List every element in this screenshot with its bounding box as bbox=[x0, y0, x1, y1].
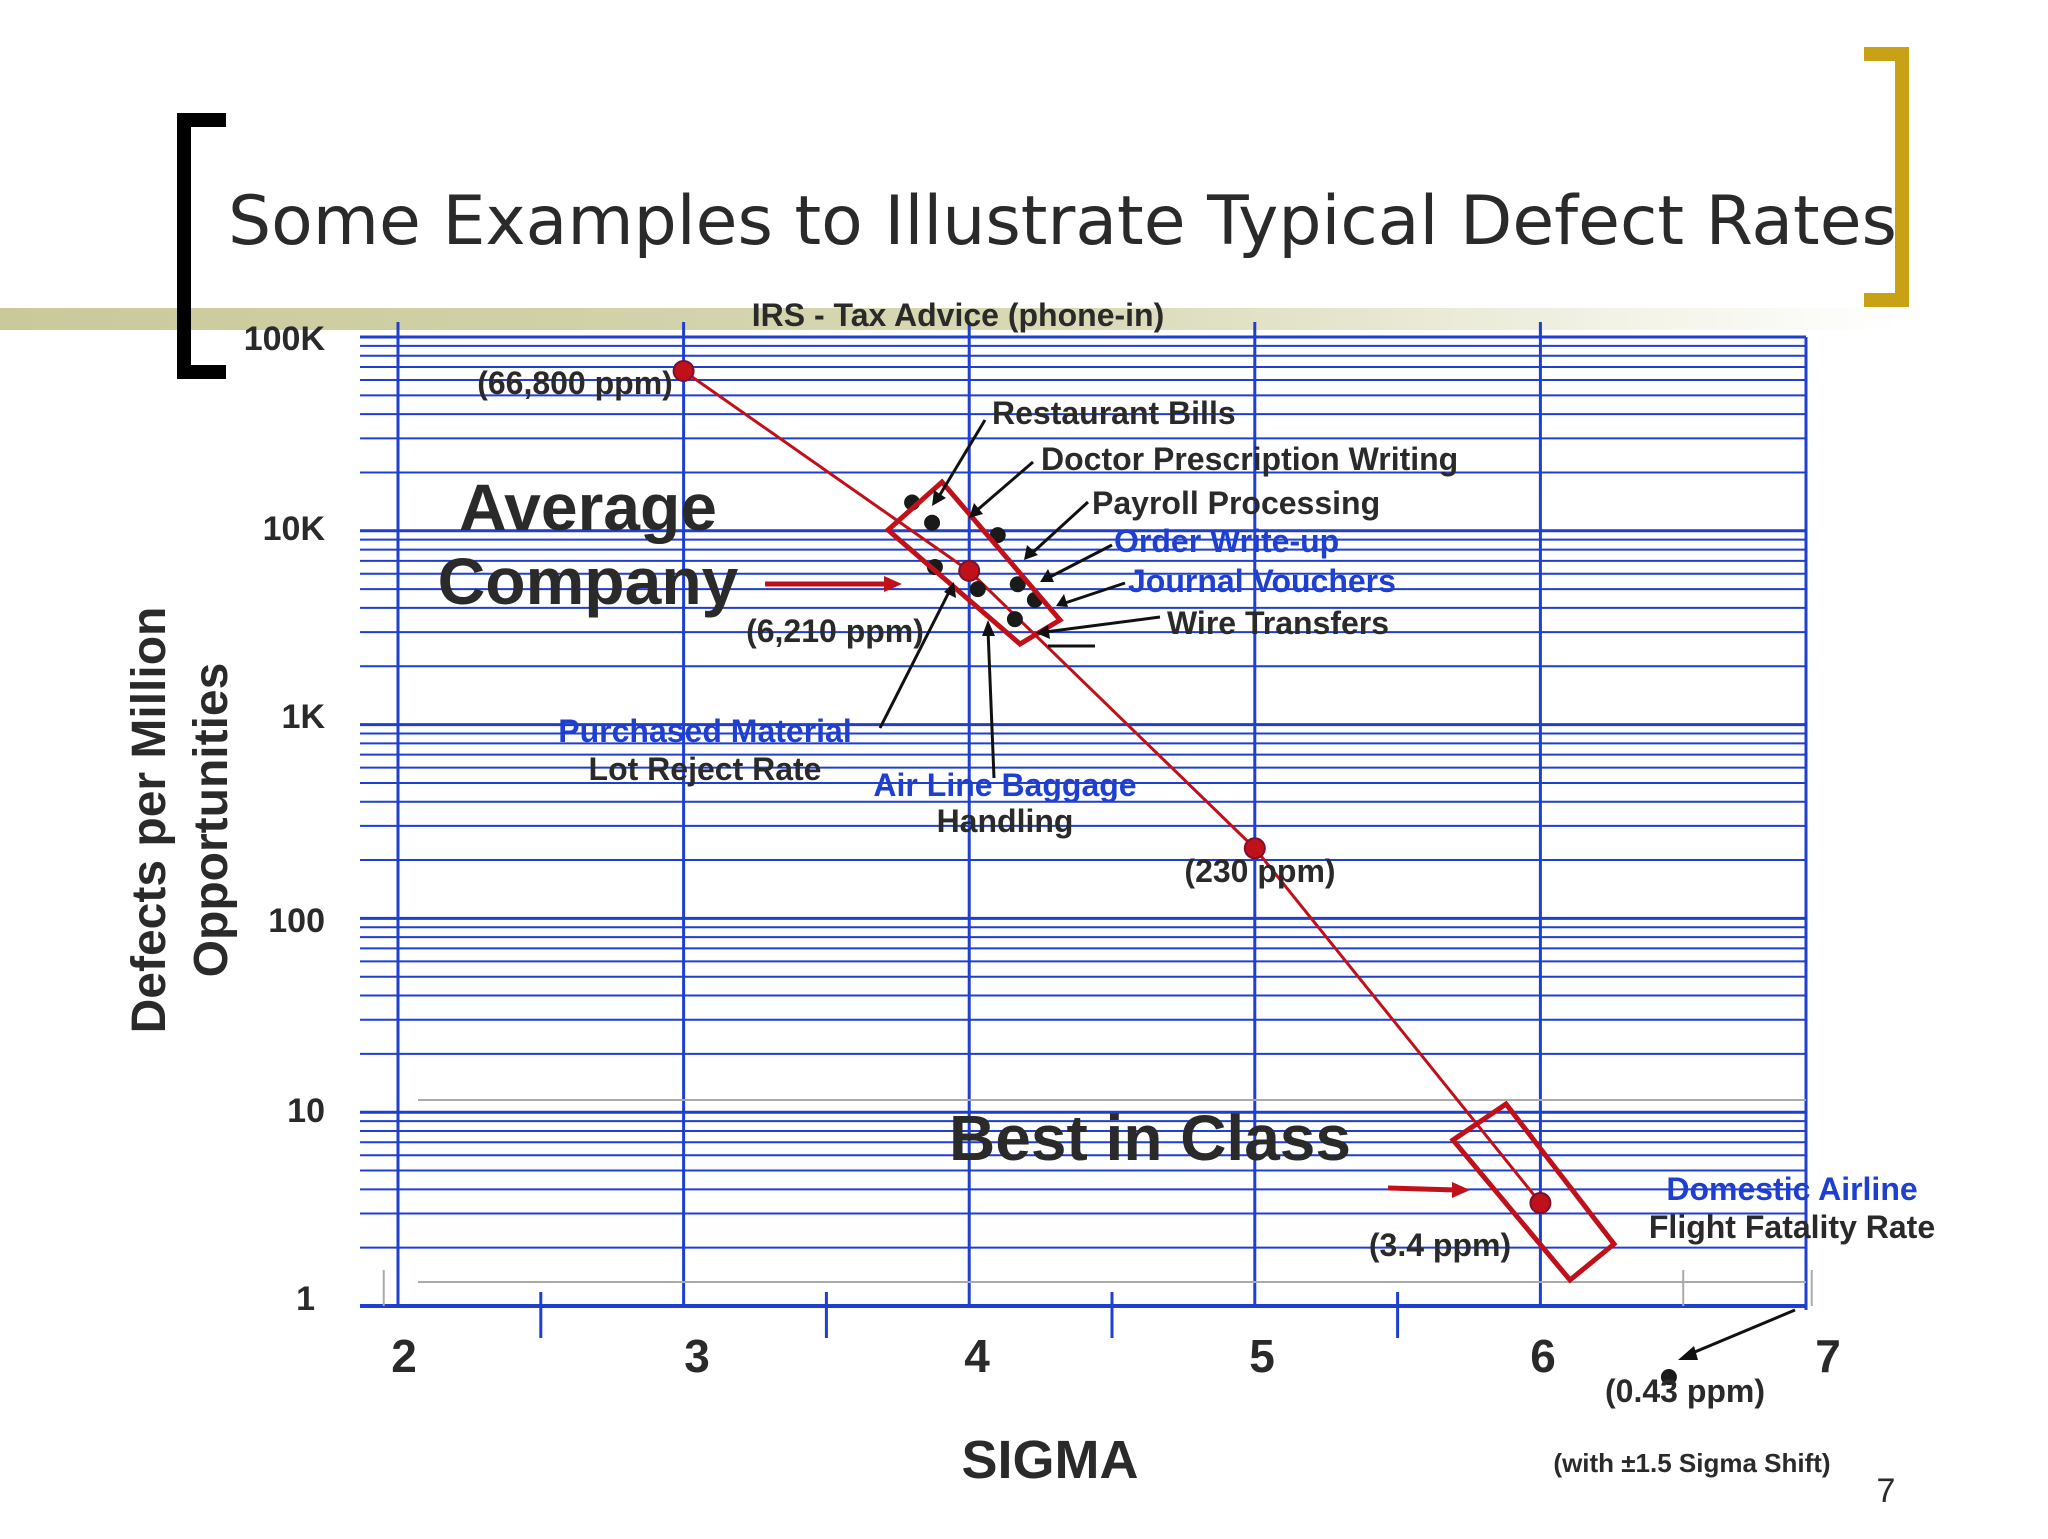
right-bracket-decoration bbox=[1864, 47, 1909, 307]
label-purchased-1: Purchased Material bbox=[558, 713, 851, 749]
arrowhead-journal bbox=[1056, 594, 1068, 607]
leader-wire bbox=[1044, 615, 1161, 634]
label-wire: Wire Transfers bbox=[1167, 605, 1389, 641]
leader-payroll bbox=[1028, 500, 1090, 557]
y-tick-10k: 10K bbox=[263, 510, 326, 548]
best-in-class-arrow bbox=[1387, 1185, 1457, 1193]
arrowhead-purchased bbox=[944, 582, 956, 598]
label-order: Order Write-up bbox=[1114, 523, 1339, 559]
y-tick-10: 10 bbox=[287, 1092, 325, 1130]
label-irs: IRS - Tax Advice (phone-in) bbox=[752, 297, 1164, 333]
leader-doctor bbox=[974, 460, 1034, 514]
plot-axes bbox=[360, 1270, 1813, 1338]
industry-point bbox=[1660, 1369, 1677, 1386]
leader-lines bbox=[878, 419, 1796, 1356]
best-in-class-box bbox=[1449, 1100, 1618, 1284]
leader-journal bbox=[1064, 581, 1126, 605]
benchmark-point bbox=[1529, 1191, 1552, 1214]
page-number: 7 bbox=[1877, 1472, 1896, 1510]
benchmark-point bbox=[1243, 837, 1266, 860]
arrowhead-baggage bbox=[982, 620, 995, 636]
header-bar bbox=[0, 308, 1900, 330]
y-tick-1k: 1K bbox=[282, 698, 326, 736]
arrowhead-restaurant bbox=[932, 490, 946, 506]
label-66800-ppm: (66,800 ppm) bbox=[477, 365, 673, 401]
plot-grid bbox=[360, 322, 1808, 1310]
label-3-4-ppm: (3.4 ppm) bbox=[1369, 1227, 1511, 1263]
y-axis-label-group: Defects per Million Opportunities bbox=[123, 607, 238, 1034]
y-tick-100k: 100K bbox=[244, 320, 326, 358]
x-axis-label: SIGMA bbox=[961, 1430, 1138, 1490]
label-230-ppm: (230 ppm) bbox=[1184, 853, 1335, 889]
label-6210-ppm: (6,210 ppm) bbox=[746, 613, 924, 649]
label-baggage-2: Handling bbox=[937, 803, 1074, 839]
trend-line-layer bbox=[682, 369, 1542, 1204]
label-average: Average bbox=[459, 470, 717, 544]
y-axis-label-line2: Opportunities bbox=[185, 663, 238, 978]
average-company-arrowhead bbox=[884, 576, 902, 592]
x-tick-6: 6 bbox=[1530, 1330, 1556, 1382]
label-payroll: Payroll Processing bbox=[1092, 485, 1380, 521]
industry-point bbox=[1006, 611, 1023, 628]
arrowhead-order bbox=[1040, 569, 1054, 582]
leader-restaurant bbox=[936, 419, 987, 499]
leader-order bbox=[1047, 543, 1113, 580]
trend-line bbox=[682, 369, 1542, 1204]
leader-baggage bbox=[986, 629, 996, 779]
y-tick-1: 1 bbox=[296, 1280, 315, 1318]
x-tick-2: 2 bbox=[391, 1330, 417, 1382]
arrowhead-payroll bbox=[1024, 545, 1038, 560]
x-tick-5: 5 bbox=[1249, 1330, 1275, 1382]
best-in-class-arrowhead bbox=[1452, 1182, 1470, 1198]
industry-point bbox=[924, 514, 941, 531]
label-domestic-1: Domestic Airline bbox=[1666, 1171, 1917, 1207]
label-sigma-shift: (with ±1.5 Sigma Shift) bbox=[1553, 1448, 1830, 1478]
label-restaurant: Restaurant Bills bbox=[992, 395, 1236, 431]
arrowhead-domestic bbox=[1678, 1346, 1698, 1360]
label-0-43-ppm: (0.43 ppm) bbox=[1605, 1373, 1765, 1409]
industry-point bbox=[1009, 576, 1026, 593]
x-tick-4: 4 bbox=[964, 1330, 990, 1382]
y-axis-label-line1: Defects per Million bbox=[123, 607, 176, 1034]
leader-purchased bbox=[878, 589, 952, 729]
leader-arrowheads bbox=[932, 490, 1698, 1360]
industry-point bbox=[969, 581, 986, 598]
x-tick-7: 7 bbox=[1815, 1330, 1841, 1382]
label-purchased-2: Lot Reject Rate bbox=[589, 751, 822, 787]
label-company: Company bbox=[438, 544, 739, 618]
left-bracket-decoration bbox=[177, 113, 226, 379]
benchmark-point bbox=[958, 559, 981, 582]
arrowhead-doctor bbox=[969, 503, 983, 518]
average-company-box bbox=[884, 478, 1064, 648]
label-journal: Journal Vouchers bbox=[1128, 563, 1396, 599]
label-doctor: Doctor Prescription Writing bbox=[1041, 441, 1458, 477]
benchmark-point bbox=[672, 359, 695, 382]
arrowhead-wire bbox=[1036, 625, 1050, 639]
x-tick-3: 3 bbox=[684, 1330, 710, 1382]
y-tick-100: 100 bbox=[268, 902, 325, 940]
slide-title: Some Examples to Illustrate Typical Defe… bbox=[228, 182, 1897, 261]
label-best-in-class: Best in Class bbox=[949, 1102, 1351, 1174]
label-domestic-2: Flight Fatality Rate bbox=[1649, 1209, 1935, 1245]
label-baggage-1: Air Line Baggage bbox=[873, 767, 1136, 803]
leader-domestic bbox=[1689, 1308, 1796, 1356]
